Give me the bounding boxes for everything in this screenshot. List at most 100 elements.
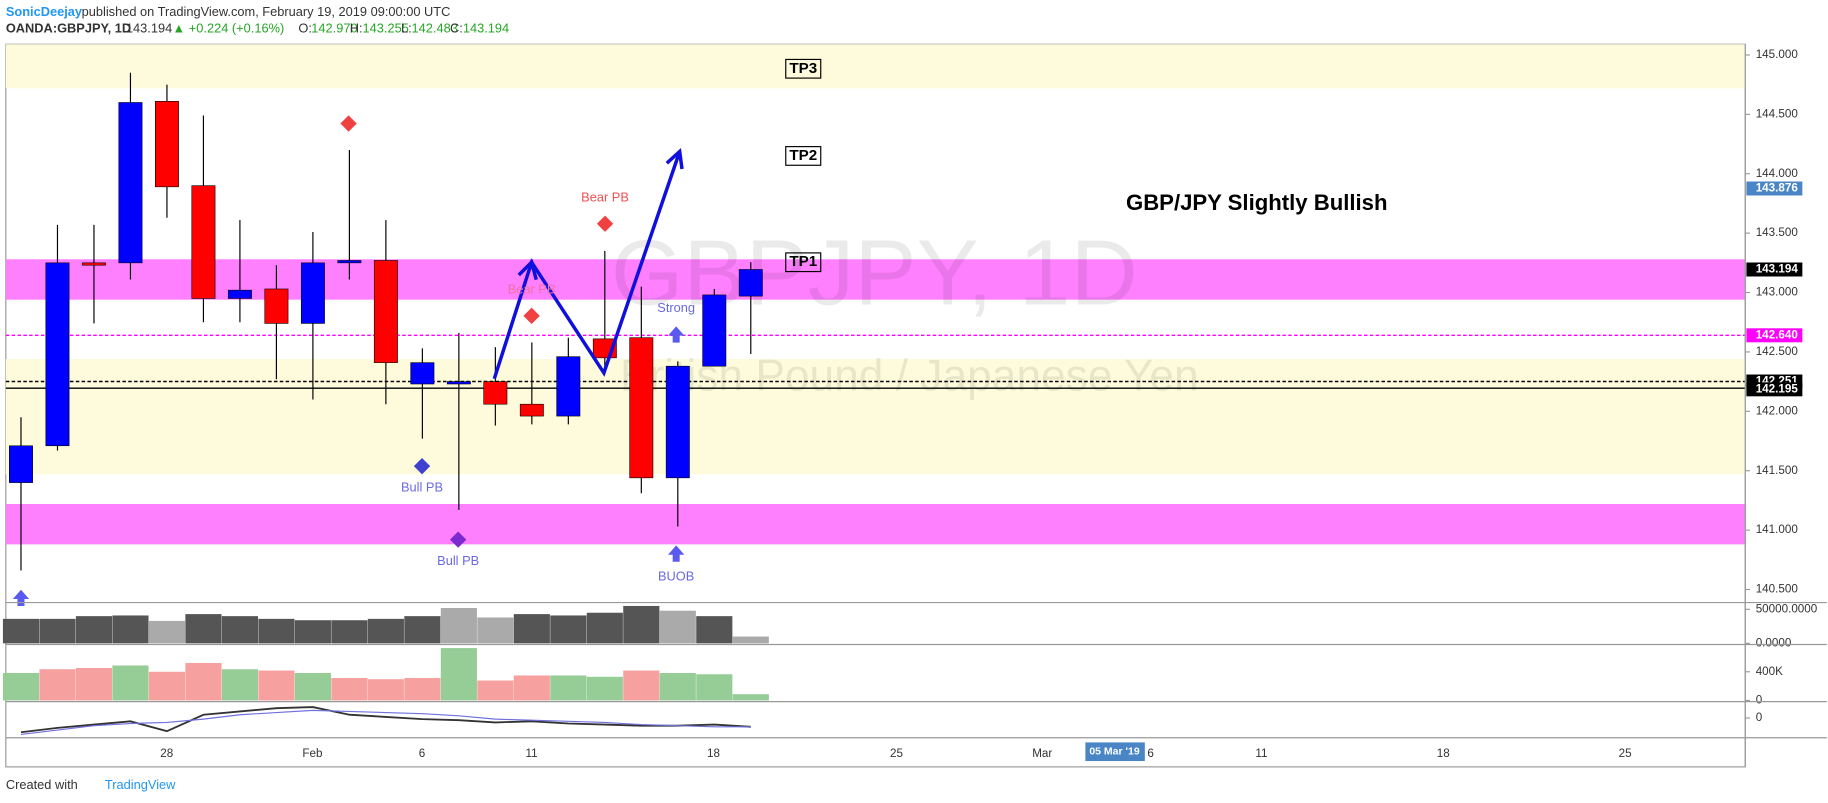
y-tick-label: 141.000 [1756,523,1799,536]
volume-bar [477,680,514,701]
volume-bar [294,672,331,701]
volume-bar [367,679,404,701]
x-tick-label: 28 [160,747,173,760]
candle-body [227,289,252,299]
diamond [450,531,467,548]
zone [5,44,1746,89]
volume-bar [148,620,186,644]
y-tick-label: 142.000 [1756,404,1799,417]
volume-bar [331,620,368,644]
volume-bar [185,663,222,701]
volume-bar [185,614,222,644]
volume-bar [221,669,258,701]
diamond [340,115,357,132]
tp-label: TP1 [789,253,817,270]
chart-title: GBP/JPY Slightly Bullish [1126,190,1388,215]
published: published on TradingView.com, February 1… [82,4,451,19]
price-tag-label: 143.876 [1756,182,1799,195]
candle-body [264,288,289,324]
volume-bar [623,605,660,644]
candle-body [300,262,325,324]
volume-bar [696,674,733,701]
l-val: 142.483 [412,21,458,36]
x-tick-label: Feb [302,747,322,760]
volume-bar [404,677,441,701]
price-tag [1746,262,1803,277]
last: 143.194 [126,21,172,36]
diamond [523,307,540,324]
y-tick-label: 50000.0000 [1756,602,1818,615]
x-tick-label: 18 [707,747,720,760]
author: SonicDeejay [6,4,83,19]
candle-body [9,445,33,483]
volume-bar [148,671,186,701]
indicator-line [20,709,751,736]
y-tick-label: 143.500 [1756,226,1799,239]
y-tick-label: 0.0000 [1756,636,1792,649]
brand: TradingView [105,777,176,792]
zone [5,259,1746,300]
volume-bar [221,616,258,644]
candle-body [446,381,471,385]
volume-bar [75,616,113,644]
y-tick-label: 0 [1756,711,1763,724]
created: Created with [6,777,78,792]
candle-body [45,262,70,447]
x-tick-label: 6 [1147,747,1153,760]
candle-body [82,262,106,266]
candle-body [738,269,763,297]
y-tick-label: 400K [1756,665,1783,678]
volume-bar [440,607,477,644]
candle-body [665,365,690,479]
volume-bar [732,636,769,644]
y-tick-label: 141.500 [1756,464,1799,477]
arrow-up [668,545,685,562]
x-tick-label: 11 [1255,747,1267,760]
volume-bar [513,614,550,644]
volume-bar [513,675,550,701]
symbol: OANDA:GBPJPY, 1D [6,21,131,36]
arrow-up [12,589,30,607]
zone [5,503,1746,545]
h: H: [350,21,363,36]
annotation: Strong [657,300,695,315]
candle-body [118,102,143,264]
change: ▲ +0.224 (+0.16%) [173,21,285,36]
y-tick-label: 143.000 [1756,286,1799,299]
tp-box [785,252,822,273]
volume-bar [2,672,40,701]
volume-bar [623,670,660,701]
price-tag [1746,328,1803,343]
arrow-head [665,147,684,170]
candle-body [154,101,179,188]
x-tick-label: 25 [890,747,903,760]
price-tag [1746,181,1803,196]
candle-body [483,381,508,405]
volume-bar [258,670,295,701]
volume-bar [112,665,149,701]
y-tick-label: 144.000 [1756,167,1799,180]
c: C: [450,21,463,36]
volume-bar [2,618,40,644]
candle-body [373,260,398,363]
volume-bar [404,616,441,644]
zone [5,359,1746,475]
volume-bar [586,612,623,644]
x-tick-label: Mar [1032,747,1052,760]
volume-bar [696,616,733,644]
annotation: Bull PB [437,553,479,568]
volume-bar [659,610,696,644]
o-val: 142.970 [311,21,357,36]
volume-bar [550,615,587,644]
x-tick-label: 25 [1619,747,1632,760]
arrow-up [668,326,685,343]
volume-bar [732,694,769,701]
indicator-line [20,706,751,734]
volume-bar [294,620,331,644]
volume-bar [440,648,477,701]
date-box-label: 05 Mar '19 [1089,746,1139,757]
candle-body [191,185,216,299]
x-tick-label: 11 [526,747,538,760]
volume-bar [550,675,587,701]
